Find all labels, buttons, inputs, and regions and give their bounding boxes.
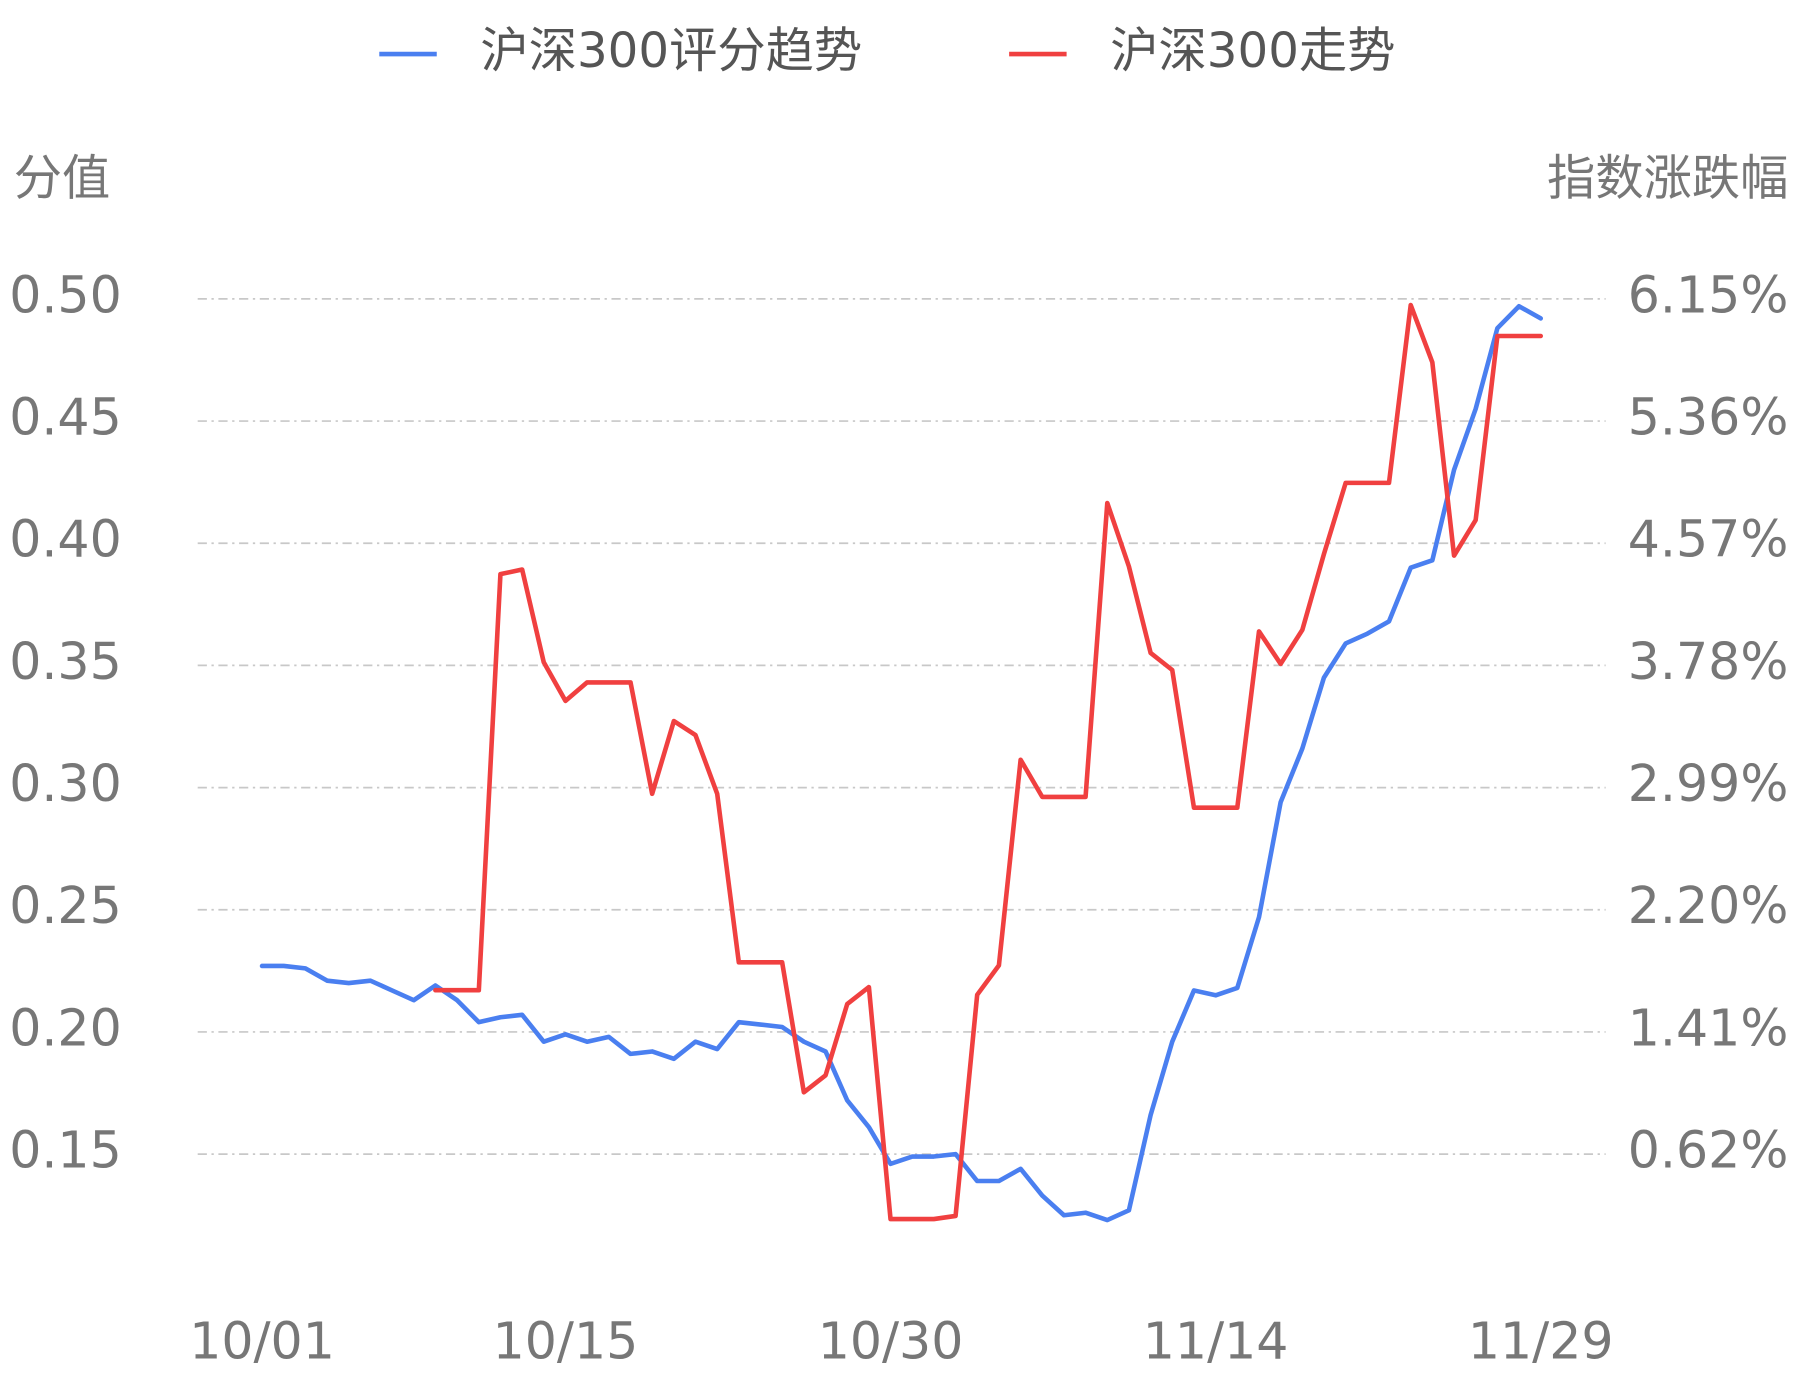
x-tick-label: 10/30	[818, 1311, 964, 1370]
y2-tick-label: 1.41%	[1628, 998, 1789, 1057]
legend-label: 沪深300走势	[1110, 23, 1395, 79]
y2-tick-label: 0.62%	[1628, 1121, 1789, 1180]
y-tick-label: 0.50	[9, 265, 122, 324]
x-tick-label: 10/01	[189, 1311, 335, 1370]
y2-tick-label: 2.20%	[1628, 876, 1789, 935]
x-tick-label: 10/15	[493, 1311, 639, 1370]
y-tick-label: 0.35	[9, 632, 122, 691]
y-tick-label: 0.25	[9, 876, 122, 935]
x-tick-label: 11/14	[1143, 1311, 1289, 1370]
y2-tick-label: 3.78%	[1628, 632, 1789, 691]
y2-axis-title: 指数涨跌幅	[1547, 151, 1788, 207]
line	[259, 303, 1544, 1223]
y2-tick-label: 6.15%	[1628, 265, 1789, 324]
y-tick-label: 0.15	[9, 1121, 122, 1180]
y-tick-label: 0.30	[9, 754, 122, 813]
x-tick-label: 11/29	[1468, 1311, 1614, 1370]
legend-label: 沪深300评分趋势	[480, 23, 862, 79]
y2-tick-label: 4.57%	[1628, 510, 1789, 569]
y-tick-label: 0.45	[9, 388, 122, 447]
y2-tick-label: 5.36%	[1628, 388, 1789, 447]
y-tick-label: 0.40	[9, 510, 122, 569]
y-tick-label: 0.20	[9, 998, 122, 1057]
line	[433, 302, 1544, 1222]
y-axis-title: 分值	[14, 151, 111, 207]
y2-tick-label: 2.99%	[1628, 754, 1789, 813]
